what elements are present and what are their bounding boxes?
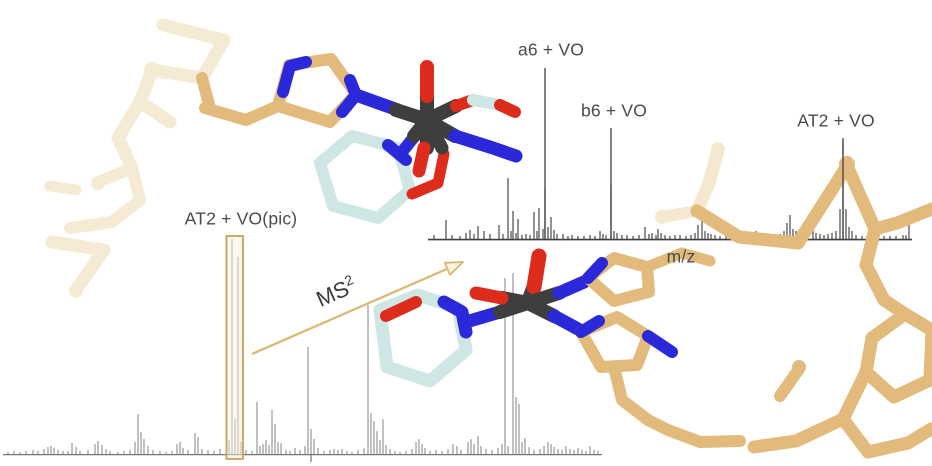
peptide-stick	[111, 95, 147, 175]
atom-ball	[69, 284, 83, 298]
proline-ring	[859, 307, 932, 404]
precursor-highlight-box	[225, 235, 244, 460]
precursor-peak-label: AT2 + VO(pic)	[184, 208, 298, 229]
annotations	[225, 68, 844, 460]
peptide-stick	[641, 247, 716, 273]
at2-vo-fragment-label: AT2 + VO	[797, 110, 875, 131]
picolinate-oxygen	[406, 148, 450, 200]
peptide-stick	[774, 363, 805, 402]
atom-ball	[655, 210, 669, 224]
imidazole-nitrogen	[277, 56, 312, 98]
peptide-stick	[690, 143, 725, 218]
peptide-stick	[199, 100, 284, 126]
imidazole-ring	[575, 311, 654, 373]
oxo-oxygen	[526, 248, 547, 295]
peptide-stick	[44, 180, 82, 196]
atom-ball	[144, 62, 160, 78]
imidazole-nitrogen	[582, 257, 608, 284]
atom-ball	[792, 360, 806, 374]
vanadium-center	[469, 248, 591, 336]
peptide-stick	[859, 222, 912, 321]
picolinate-oxygen	[380, 296, 422, 322]
peptide-stick	[791, 159, 854, 250]
molecular-structures	[44, 18, 932, 459]
peptide-stick	[868, 202, 932, 236]
peptide-stick	[64, 162, 146, 234]
peptide-stick	[145, 18, 231, 85]
mz-axis-label: m/z	[666, 246, 696, 267]
faded-peptide-sticks	[44, 18, 231, 298]
peptide-stick	[196, 72, 216, 114]
structure-fragment-complex	[373, 247, 746, 448]
peptide-stick	[608, 361, 746, 448]
atom-ball	[839, 156, 855, 172]
v-o-bond	[420, 113, 449, 155]
a6-fragment-label: a6 + VO	[517, 39, 585, 60]
atom-ball	[711, 142, 725, 156]
imidazole-nitrogen	[642, 330, 678, 358]
structure-peptide-right	[655, 142, 932, 459]
pyridine-ring	[373, 288, 473, 388]
carbonyl-oxygen	[494, 99, 521, 118]
bridging-oxygen	[469, 286, 509, 305]
structure-precursor-complex	[44, 18, 523, 298]
atom-ball	[91, 176, 105, 190]
ms2-arrow-line	[251, 267, 448, 356]
vanadium-center	[389, 60, 523, 178]
faded-peptide-sticks	[655, 142, 725, 224]
imidazole-ring	[582, 252, 655, 307]
peptide-stick	[45, 235, 111, 297]
b6-fragment-label: b6 + VO	[580, 100, 648, 121]
n-v-bond	[547, 309, 585, 336]
peptide-stick	[836, 365, 932, 459]
n-v-bond	[552, 275, 591, 300]
peptide-stick	[690, 204, 805, 250]
n-v-bond	[448, 129, 523, 163]
peptide-stick	[747, 412, 850, 454]
peptide-stick	[840, 159, 882, 236]
ms2-arrow-head	[443, 261, 464, 276]
oxo-oxygen	[412, 141, 431, 178]
imidazole-nitrogen	[575, 315, 605, 338]
